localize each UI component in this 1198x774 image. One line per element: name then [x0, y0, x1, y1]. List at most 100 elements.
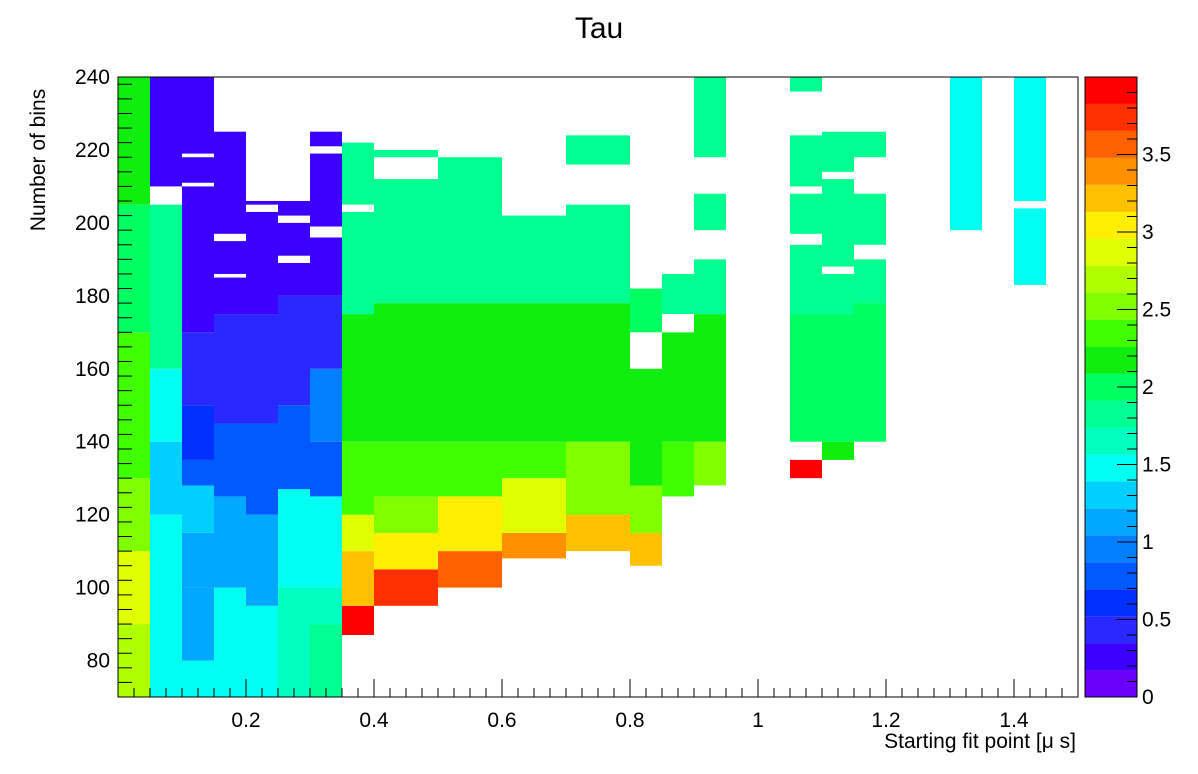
- heatmap-cell: [310, 441, 342, 497]
- heatmap-cell: [822, 441, 854, 460]
- heatmap-cell: [566, 514, 630, 552]
- heatmap-cell: [438, 496, 502, 552]
- colorbar-swatch: [1085, 481, 1137, 509]
- y-tick-label: 120: [75, 504, 110, 527]
- empty-cell: [790, 186, 822, 194]
- heatmap-cell: [694, 314, 726, 442]
- empty-cell: [790, 233, 822, 245]
- heatmap-cell: [278, 405, 310, 490]
- heatmap-cell: [438, 551, 502, 588]
- heatmap-cell: [182, 587, 214, 661]
- x-tick-label: 0.2: [231, 709, 260, 732]
- y-tick-label: 100: [75, 577, 110, 600]
- colorbar-swatch: [1085, 319, 1137, 347]
- colorbar-swatch: [1085, 346, 1137, 374]
- colorbar-swatch: [1085, 562, 1137, 590]
- colorbar-swatch: [1085, 508, 1137, 536]
- empty-cell: [246, 146, 278, 154]
- y-tick-label: 160: [75, 358, 110, 381]
- heatmap-cell: [438, 441, 502, 497]
- colorbar-swatch: [1085, 130, 1137, 158]
- heatmap-cell: [822, 131, 854, 315]
- colorbar-tick-label: 3: [1142, 221, 1154, 244]
- heatmap-cell: [182, 532, 214, 588]
- colorbar-swatch: [1085, 427, 1137, 455]
- empty-cell: [694, 157, 726, 194]
- y-tick-label: 240: [75, 66, 110, 89]
- heatmap-cell: [630, 368, 662, 486]
- colorbar-tick-label: 1.5: [1142, 454, 1171, 477]
- heatmap-cell: [214, 423, 246, 497]
- heatmap-cell: [246, 314, 278, 424]
- heatmap-cell: [246, 605, 278, 697]
- heatmap-cell: [118, 624, 150, 697]
- heatmap-cell: [342, 314, 374, 442]
- empty-cell: [374, 157, 438, 180]
- x-axis: 0.2 0.4 0.6 0.8 1 1.2 1.4: [117, 679, 1079, 732]
- heatmap-cell: [150, 368, 182, 442]
- heatmap-cell: [1014, 77, 1046, 285]
- heatmap-cell: [342, 551, 374, 606]
- heatmap-cell: [118, 77, 150, 205]
- x-tick-label: 0.8: [615, 709, 644, 732]
- heatmap-cell: [950, 77, 982, 231]
- empty-cell: [566, 77, 630, 136]
- heatmap-cell: [694, 77, 726, 315]
- empty-cell: [214, 233, 246, 242]
- empty-cell: [182, 153, 214, 158]
- heatmap-cell: [374, 496, 438, 533]
- colorbar-swatch: [1085, 211, 1137, 239]
- heatmap-cell: [854, 303, 886, 442]
- empty-cell: [1014, 201, 1046, 209]
- empty-cell: [566, 164, 630, 205]
- heatmap-cell: [662, 441, 694, 497]
- x-axis-label: Starting fit point [μ s]: [884, 730, 1076, 753]
- color-bar: 0 0.5 1 1.5 2 2.5 3 3.5: [1084, 76, 1171, 709]
- heatmap-cell: [150, 77, 182, 187]
- colorbar-tick-label: 2: [1142, 376, 1154, 399]
- heatmap-cell: [246, 423, 278, 515]
- heatmap-cell: [502, 303, 566, 442]
- heatmap-cell: [342, 142, 374, 205]
- colorbar-swatch: [1085, 265, 1137, 293]
- empty-cell: [662, 230, 694, 274]
- empty-cell: [662, 314, 694, 333]
- y-tick-label: 200: [75, 212, 110, 235]
- empty-cell: [502, 77, 566, 165]
- heatmap-cell: [182, 459, 214, 486]
- heatmap-cell: [342, 605, 374, 635]
- heatmap-cell: [374, 441, 438, 497]
- heatmap-cell: [310, 295, 342, 369]
- colorbar-swatch: [1085, 400, 1137, 428]
- empty-cell: [854, 244, 886, 260]
- x-tick-label: 0.4: [359, 709, 389, 732]
- x-tick-label: 0.6: [487, 709, 516, 732]
- heatmap-cell: [182, 77, 214, 333]
- colorbar-swatch: [1085, 157, 1137, 185]
- heatmap-cell: [214, 314, 246, 424]
- empty-cell: [278, 255, 310, 263]
- heatmap-cell: [182, 405, 214, 460]
- y-tick-label: 140: [75, 431, 110, 454]
- heatmap-gaps: [182, 77, 1046, 333]
- heatmap-cells: [118, 77, 1046, 697]
- empty-cell: [278, 215, 310, 223]
- empty-cell: [790, 91, 822, 136]
- empty-cell: [822, 266, 854, 274]
- heatmap-cell: [310, 368, 342, 442]
- heatmap-cell: [630, 532, 662, 566]
- y-tick-label: 220: [75, 139, 110, 162]
- heatmap-cell: [790, 314, 822, 442]
- heatmap-cell: [310, 587, 342, 625]
- chart-title: Tau: [575, 12, 623, 45]
- empty-cell: [310, 146, 342, 154]
- heatmap-cell: [310, 624, 342, 697]
- heatmap-cell: [182, 332, 214, 406]
- empty-cell: [342, 204, 374, 212]
- heatmap-cell: [342, 204, 374, 315]
- heatmap-cell: [278, 489, 310, 588]
- heatmap-cell: [502, 478, 566, 533]
- heatmap-cell: [790, 459, 822, 479]
- heatmap-cell: [374, 569, 438, 606]
- heatmap-cell: [374, 303, 438, 442]
